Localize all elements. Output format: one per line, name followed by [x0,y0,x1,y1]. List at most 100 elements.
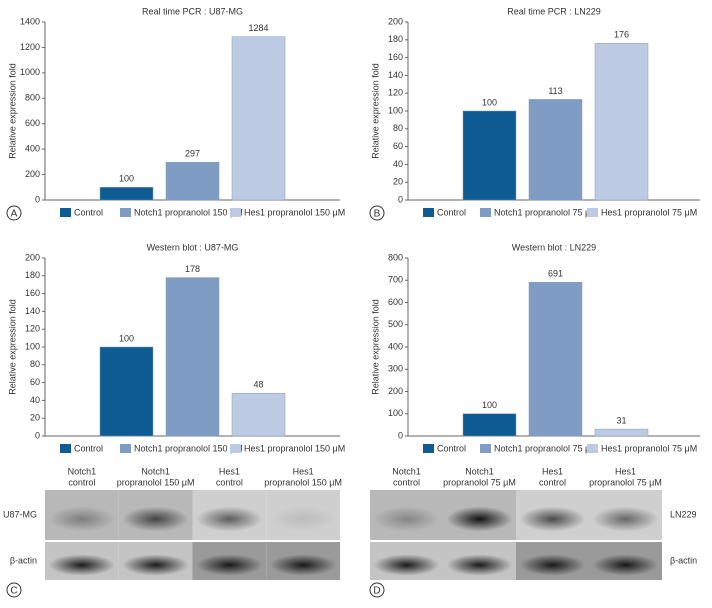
blot-band [196,554,263,576]
panel-marker [369,582,385,598]
blot-band [592,506,659,532]
data-label: 691 [548,269,563,279]
blot-band [519,506,586,532]
data-label: 100 [119,174,134,184]
y-tick-label: 120 [388,88,403,98]
bar [462,413,517,437]
panel-letter: B [374,209,381,220]
legend-label: Control [74,207,103,217]
y-tick-label: 60 [393,141,403,151]
y-tick-label: 500 [388,319,403,329]
legend-label: Notch1 propranolol 75 μM [494,207,598,217]
y-tick-label: 80 [30,359,40,369]
bar [99,187,154,201]
bar [231,393,286,437]
bar [528,282,583,437]
legend-swatch [480,208,491,217]
data-label: 100 [119,333,134,343]
legend-swatch [423,444,434,453]
data-label: 31 [616,415,626,425]
panel-letter: C [10,586,17,597]
blot-band [592,554,659,576]
data-label: 100 [482,400,497,410]
lane-label: Hes1 [615,466,636,476]
lane-label: propranolol 150 μM [117,477,195,487]
y-tick-label: 0 [398,430,403,440]
lane-label: Notch1 [392,466,421,476]
blot-band [446,506,513,532]
y-tick-label: 400 [388,341,403,351]
y-tick-label: 160 [388,52,403,62]
bar [594,428,649,437]
lane-label: control [539,477,566,487]
legend-label: Control [437,207,466,217]
panel-marker [369,205,385,221]
legend-label: Hes1 propranolol 150 μM [244,207,345,217]
y-tick-label: 200 [388,386,403,396]
panel-letter: D [373,586,380,597]
chart-title: Real time PCR : LN229 [507,6,601,16]
y-axis-label: Relative expression fold [370,63,380,159]
y-tick-label: 120 [25,324,40,334]
y-tick-label: 100 [25,341,40,351]
chart-title: Real time PCR : U87-MG [142,6,243,16]
legend-label: Control [437,443,466,453]
lane-label: control [68,477,95,487]
legend-swatch [423,208,434,217]
panel-marker [6,205,22,221]
bar [528,99,583,201]
y-tick-label: 200 [25,169,40,179]
row-label: LN229 [670,509,697,519]
legend-swatch [230,208,241,217]
y-tick-label: 0 [35,430,40,440]
blot-band [269,506,337,532]
y-axis-label: Relative expression fold [7,63,17,159]
y-tick-label: 40 [30,395,40,405]
bar [165,161,220,201]
lane-label: control [216,477,243,487]
chart-title: Western blot : LN229 [512,242,596,252]
row-label: β-actin [670,555,697,565]
lane-label: control [393,477,420,487]
data-label: 48 [253,380,263,390]
legend-label: Notch1 propranolol 75 μM [494,443,598,453]
lane-label: Hes1 [542,466,563,476]
data-label: 297 [185,149,200,159]
row-label: U87-MG [3,509,37,519]
row-label: β-actin [10,555,37,565]
panel-marker [6,582,22,598]
y-axis-label: Relative expression fold [7,299,17,395]
lane-label: propranolol 75 μM [589,477,662,487]
y-tick-label: 300 [388,364,403,374]
legend-label: Hes1 propranolol 75 μM [601,443,697,453]
y-tick-label: 400 [25,144,40,154]
legend-swatch [60,444,71,453]
legend-label: Control [74,443,103,453]
bar [594,43,649,201]
y-tick-label: 60 [30,377,40,387]
bar [99,346,154,437]
legend-swatch [230,444,241,453]
y-tick-label: 200 [388,16,403,26]
bar [165,277,220,437]
y-tick-label: 140 [388,70,403,80]
legend-label: Notch1 propranolol 150 μM [134,443,243,453]
blot-band [373,506,440,532]
y-tick-label: 20 [30,413,40,423]
blot-band [122,506,189,532]
y-tick-label: 180 [25,270,40,280]
lane-label: Notch1 [465,466,494,476]
lane-label: Hes1 [293,466,314,476]
y-tick-label: 140 [25,306,40,316]
blot-band [196,506,263,532]
y-tick-label: 700 [388,275,403,285]
y-tick-label: 200 [25,252,40,262]
y-tick-label: 100 [388,408,403,418]
y-tick-label: 80 [393,123,403,133]
blot-band [446,554,513,576]
y-tick-label: 600 [388,297,403,307]
blot-band [48,554,116,576]
bar [231,36,286,201]
legend-swatch [120,208,131,217]
